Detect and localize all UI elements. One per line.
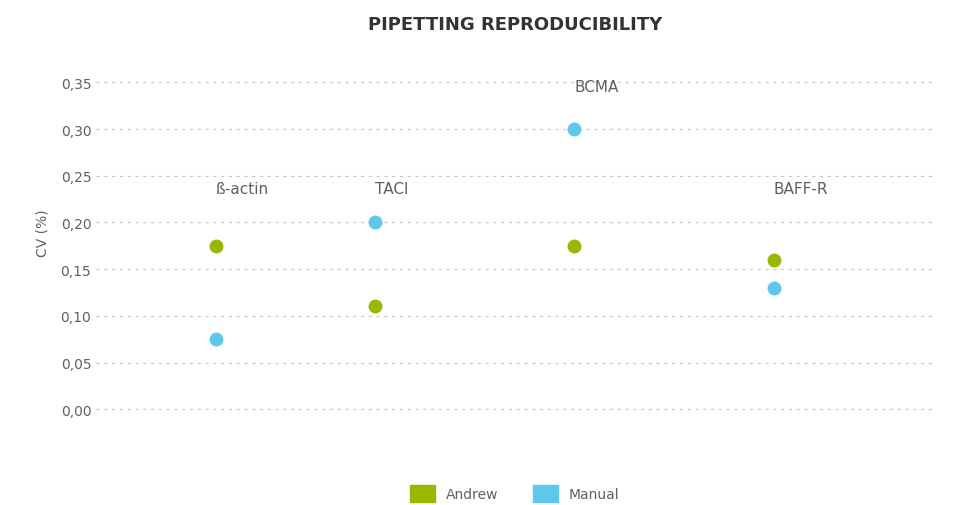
- Text: BCMA: BCMA: [574, 79, 618, 94]
- Manual: [208, 335, 223, 343]
- Andrew: [367, 303, 382, 311]
- Y-axis label: CV (%): CV (%): [36, 209, 49, 256]
- Andrew: [566, 242, 581, 250]
- Text: TACI: TACI: [375, 182, 408, 197]
- Andrew: [765, 256, 780, 264]
- Text: ß-actin: ß-actin: [215, 182, 269, 197]
- Legend: Andrew, Manual: Andrew, Manual: [403, 478, 626, 505]
- Manual: [765, 284, 780, 292]
- Andrew: [208, 242, 223, 250]
- Text: BAFF-R: BAFF-R: [773, 182, 827, 197]
- Manual: [566, 126, 581, 134]
- Manual: [367, 219, 382, 227]
- Title: PIPETTING REPRODUCIBILITY: PIPETTING REPRODUCIBILITY: [367, 16, 661, 34]
